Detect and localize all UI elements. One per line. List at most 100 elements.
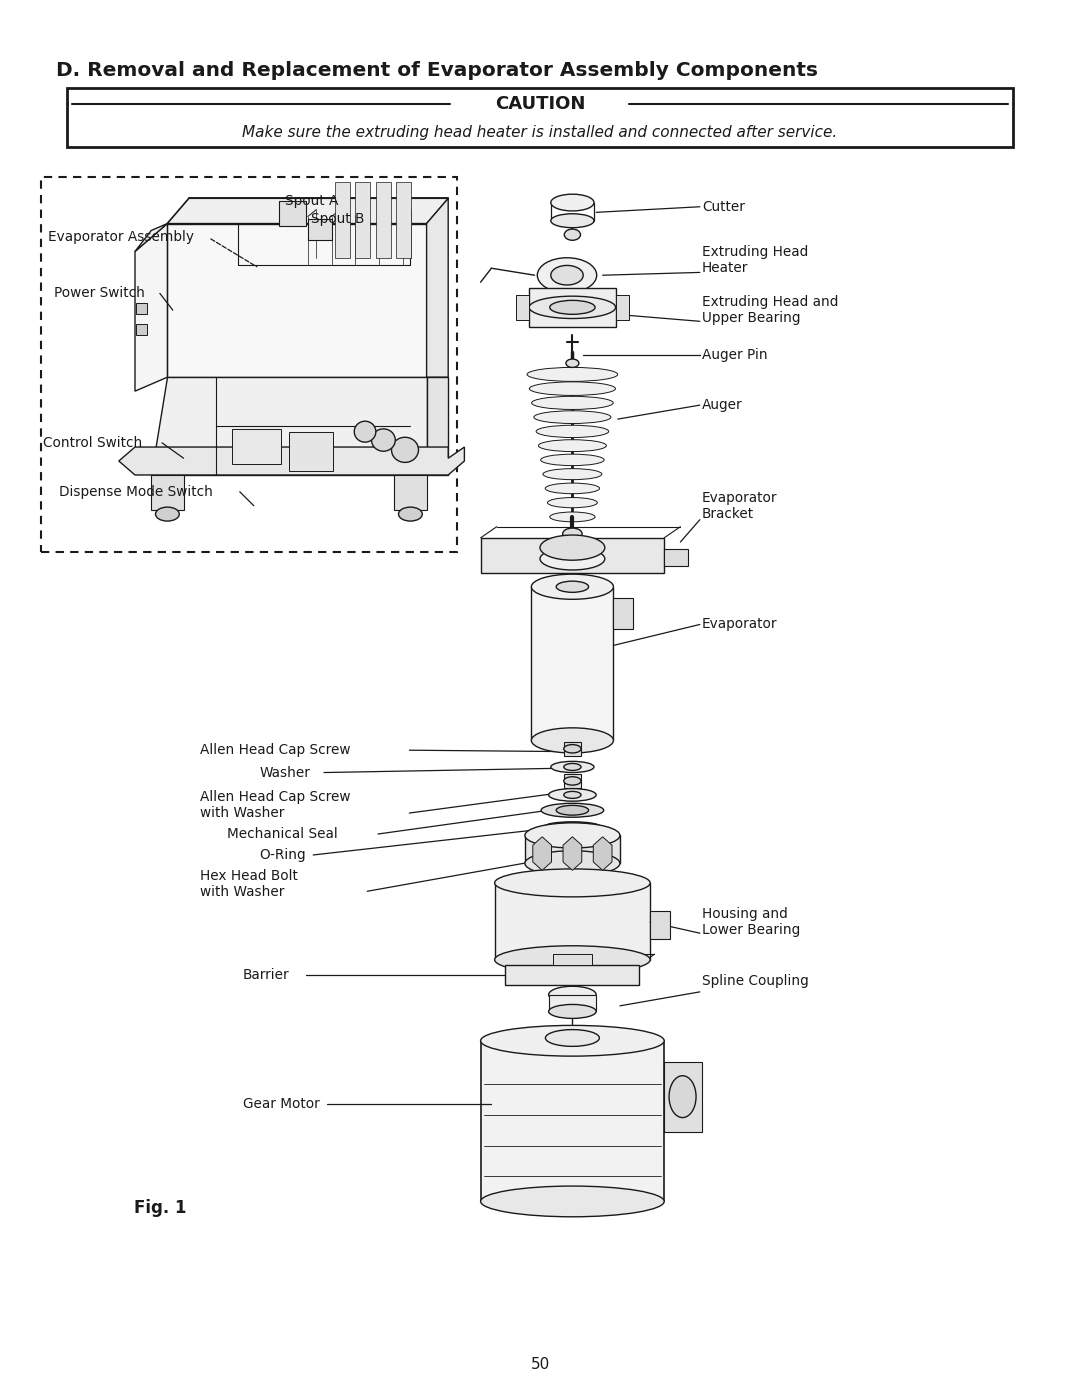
Ellipse shape: [564, 745, 581, 753]
Ellipse shape: [525, 851, 620, 876]
Text: Evaporator: Evaporator: [702, 617, 778, 631]
Ellipse shape: [545, 1030, 599, 1046]
Bar: [394, 475, 427, 510]
Polygon shape: [167, 198, 448, 224]
Bar: [525, 835, 620, 863]
Ellipse shape: [481, 1186, 664, 1217]
Ellipse shape: [495, 869, 650, 897]
Bar: [650, 911, 670, 939]
Text: Control Switch: Control Switch: [43, 436, 143, 450]
Ellipse shape: [529, 296, 616, 319]
Text: Auger: Auger: [702, 398, 743, 412]
Polygon shape: [427, 377, 448, 475]
Text: Evaporator
Bracket: Evaporator Bracket: [702, 490, 778, 521]
Ellipse shape: [548, 497, 597, 507]
Text: Allen Head Cap Screw: Allen Head Cap Screw: [200, 743, 350, 757]
Text: Extruding Head
Heater: Extruding Head Heater: [702, 244, 808, 275]
Bar: [529, 288, 616, 327]
Text: Dispense Mode Switch: Dispense Mode Switch: [59, 485, 213, 499]
Bar: [136, 324, 147, 335]
Ellipse shape: [534, 411, 611, 423]
Polygon shape: [563, 837, 582, 870]
Text: Housing and
Lower Bearing: Housing and Lower Bearing: [702, 907, 800, 937]
Text: D. Removal and Replacement of Evaporator Assembly Components: D. Removal and Replacement of Evaporator…: [56, 61, 819, 81]
Polygon shape: [167, 224, 427, 377]
Polygon shape: [135, 224, 167, 251]
Ellipse shape: [551, 214, 594, 228]
Bar: [481, 538, 664, 573]
Bar: [549, 995, 596, 1011]
Ellipse shape: [354, 422, 376, 443]
Bar: [335, 182, 350, 258]
Ellipse shape: [541, 454, 604, 465]
Polygon shape: [135, 224, 167, 391]
Ellipse shape: [372, 429, 395, 451]
Ellipse shape: [495, 946, 650, 974]
Bar: [613, 598, 633, 629]
Bar: [396, 182, 411, 258]
Bar: [664, 1062, 702, 1132]
Text: Gear Motor: Gear Motor: [243, 1097, 320, 1111]
Ellipse shape: [549, 788, 596, 802]
Text: Auger Pin: Auger Pin: [702, 348, 768, 362]
Text: Spout A: Spout A: [285, 194, 338, 208]
Bar: [308, 219, 332, 240]
Ellipse shape: [538, 257, 597, 293]
Ellipse shape: [540, 535, 605, 560]
Polygon shape: [593, 837, 612, 870]
Text: Spline Coupling: Spline Coupling: [702, 974, 809, 988]
Ellipse shape: [550, 513, 595, 522]
Bar: [664, 549, 688, 566]
Ellipse shape: [551, 761, 594, 773]
Ellipse shape: [529, 381, 616, 395]
Bar: [531, 587, 613, 740]
Ellipse shape: [481, 1025, 664, 1056]
Ellipse shape: [550, 300, 595, 314]
Ellipse shape: [538, 440, 607, 451]
Text: Mechanical Seal: Mechanical Seal: [227, 827, 338, 841]
Bar: [136, 303, 147, 314]
Ellipse shape: [556, 805, 589, 816]
Ellipse shape: [670, 1076, 697, 1118]
Text: CAUTION: CAUTION: [495, 95, 585, 113]
Bar: [376, 182, 391, 258]
Ellipse shape: [566, 359, 579, 367]
Bar: [41, 177, 457, 552]
Text: O-Ring: O-Ring: [259, 848, 306, 862]
Ellipse shape: [531, 574, 613, 599]
Ellipse shape: [564, 791, 581, 799]
Bar: [355, 182, 370, 258]
Bar: [289, 432, 333, 471]
Bar: [495, 883, 650, 960]
Ellipse shape: [540, 548, 605, 570]
Text: Fig. 1: Fig. 1: [134, 1200, 186, 1217]
Bar: [616, 295, 629, 320]
Text: Allen Head Cap Screw
with Washer: Allen Head Cap Screw with Washer: [200, 789, 350, 820]
Bar: [67, 88, 1013, 147]
Ellipse shape: [564, 777, 581, 785]
Ellipse shape: [564, 229, 581, 240]
Bar: [516, 295, 529, 320]
Ellipse shape: [391, 437, 419, 462]
Text: Barrier: Barrier: [243, 968, 289, 982]
Ellipse shape: [525, 823, 620, 848]
Text: 50: 50: [530, 1356, 550, 1372]
Bar: [481, 1041, 664, 1201]
Text: Evaporator Assembly: Evaporator Assembly: [48, 231, 193, 244]
Bar: [232, 429, 281, 464]
Ellipse shape: [531, 397, 613, 409]
Ellipse shape: [541, 803, 604, 817]
Ellipse shape: [563, 528, 582, 539]
Ellipse shape: [556, 581, 589, 592]
Text: Spout B: Spout B: [311, 212, 364, 226]
Polygon shape: [151, 377, 427, 475]
Ellipse shape: [551, 194, 594, 211]
Bar: [151, 475, 184, 510]
Bar: [564, 742, 581, 756]
Ellipse shape: [399, 507, 422, 521]
Bar: [553, 954, 592, 965]
Polygon shape: [532, 837, 552, 870]
Ellipse shape: [545, 483, 599, 493]
Ellipse shape: [564, 763, 581, 771]
Text: Cutter: Cutter: [702, 200, 745, 214]
